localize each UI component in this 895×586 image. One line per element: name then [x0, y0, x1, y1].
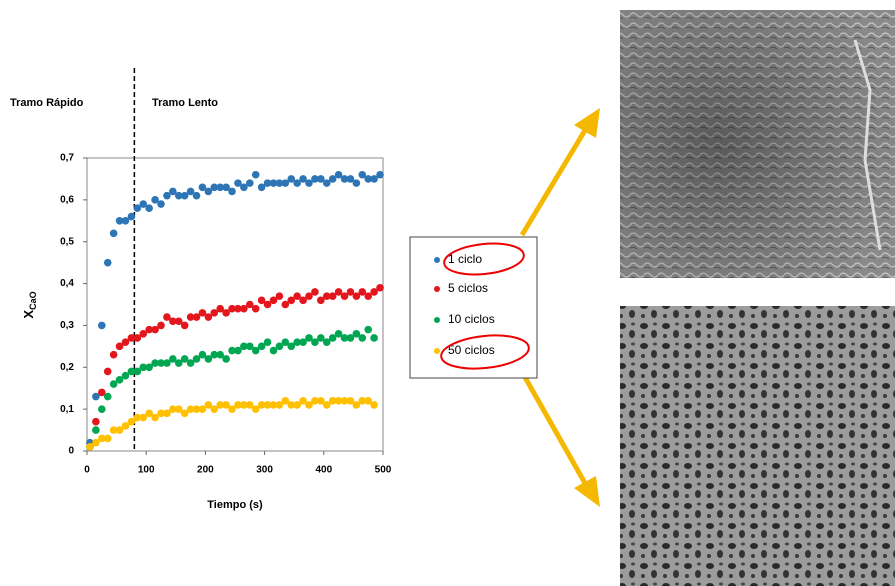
point — [104, 368, 112, 376]
point — [98, 322, 106, 330]
point — [98, 405, 106, 413]
micrograph-shade — [620, 10, 895, 278]
point — [228, 188, 236, 196]
y-tick-label: 0,2 — [60, 362, 74, 373]
point — [110, 351, 118, 359]
point — [104, 259, 112, 267]
point — [92, 426, 100, 434]
point — [364, 326, 372, 334]
y-tick-label: 0 — [68, 446, 74, 457]
x-tick-label: 0 — [84, 465, 90, 476]
y-axis-label-sub: CaO — [28, 291, 38, 310]
point — [104, 393, 112, 401]
point — [128, 213, 136, 221]
y-tick-label: 0,1 — [60, 404, 74, 415]
point — [157, 200, 165, 208]
point — [252, 305, 260, 313]
legend-label: 50 ciclos — [448, 343, 495, 357]
point — [104, 435, 112, 443]
y-tick-label: 0,4 — [60, 278, 74, 289]
point — [276, 292, 284, 300]
point — [157, 322, 165, 330]
point — [264, 338, 272, 346]
x-tick-label: 300 — [256, 465, 273, 476]
legend-marker — [434, 317, 440, 323]
x-tick-label: 400 — [315, 465, 332, 476]
legend-marker — [434, 348, 440, 354]
legend-label: 5 ciclos — [448, 281, 488, 295]
point — [353, 179, 361, 187]
annotation: Tramo Rápido — [10, 97, 84, 109]
y-axis-label-group: XCaO — [21, 291, 38, 318]
point — [145, 204, 153, 212]
point — [252, 171, 260, 179]
point — [358, 334, 366, 342]
point — [110, 230, 118, 238]
point — [376, 284, 384, 292]
x-tick-label: 200 — [197, 465, 214, 476]
point — [370, 401, 378, 409]
micrograph-bottom — [620, 306, 895, 586]
y-tick-label: 0,5 — [60, 236, 74, 247]
point — [193, 192, 201, 200]
legend-label: 10 ciclos — [448, 312, 495, 326]
y-tick-label: 0,7 — [60, 153, 74, 164]
y-tick-label: 0,6 — [60, 194, 74, 205]
legend-marker — [434, 286, 440, 292]
y-axis-label-main: X — [21, 310, 36, 319]
x-axis-label: Tiempo (s) — [207, 499, 263, 511]
page: Tramo Rápido Tramo Lento Tiempo (s) XCaO… — [0, 0, 895, 586]
legend-marker — [434, 257, 440, 263]
point — [222, 355, 230, 363]
y-tick-label: 0,3 — [60, 320, 74, 331]
x-tick-label: 500 — [375, 465, 392, 476]
legend-label: 1 ciclo — [448, 252, 482, 266]
x-tick-label: 100 — [138, 465, 155, 476]
point — [92, 418, 100, 426]
y-axis-label: XCaO — [21, 291, 38, 318]
annotation: Tramo Lento — [152, 97, 218, 109]
point — [181, 322, 189, 330]
point — [311, 288, 319, 296]
point — [376, 171, 384, 179]
point — [246, 179, 254, 187]
point — [370, 334, 378, 342]
